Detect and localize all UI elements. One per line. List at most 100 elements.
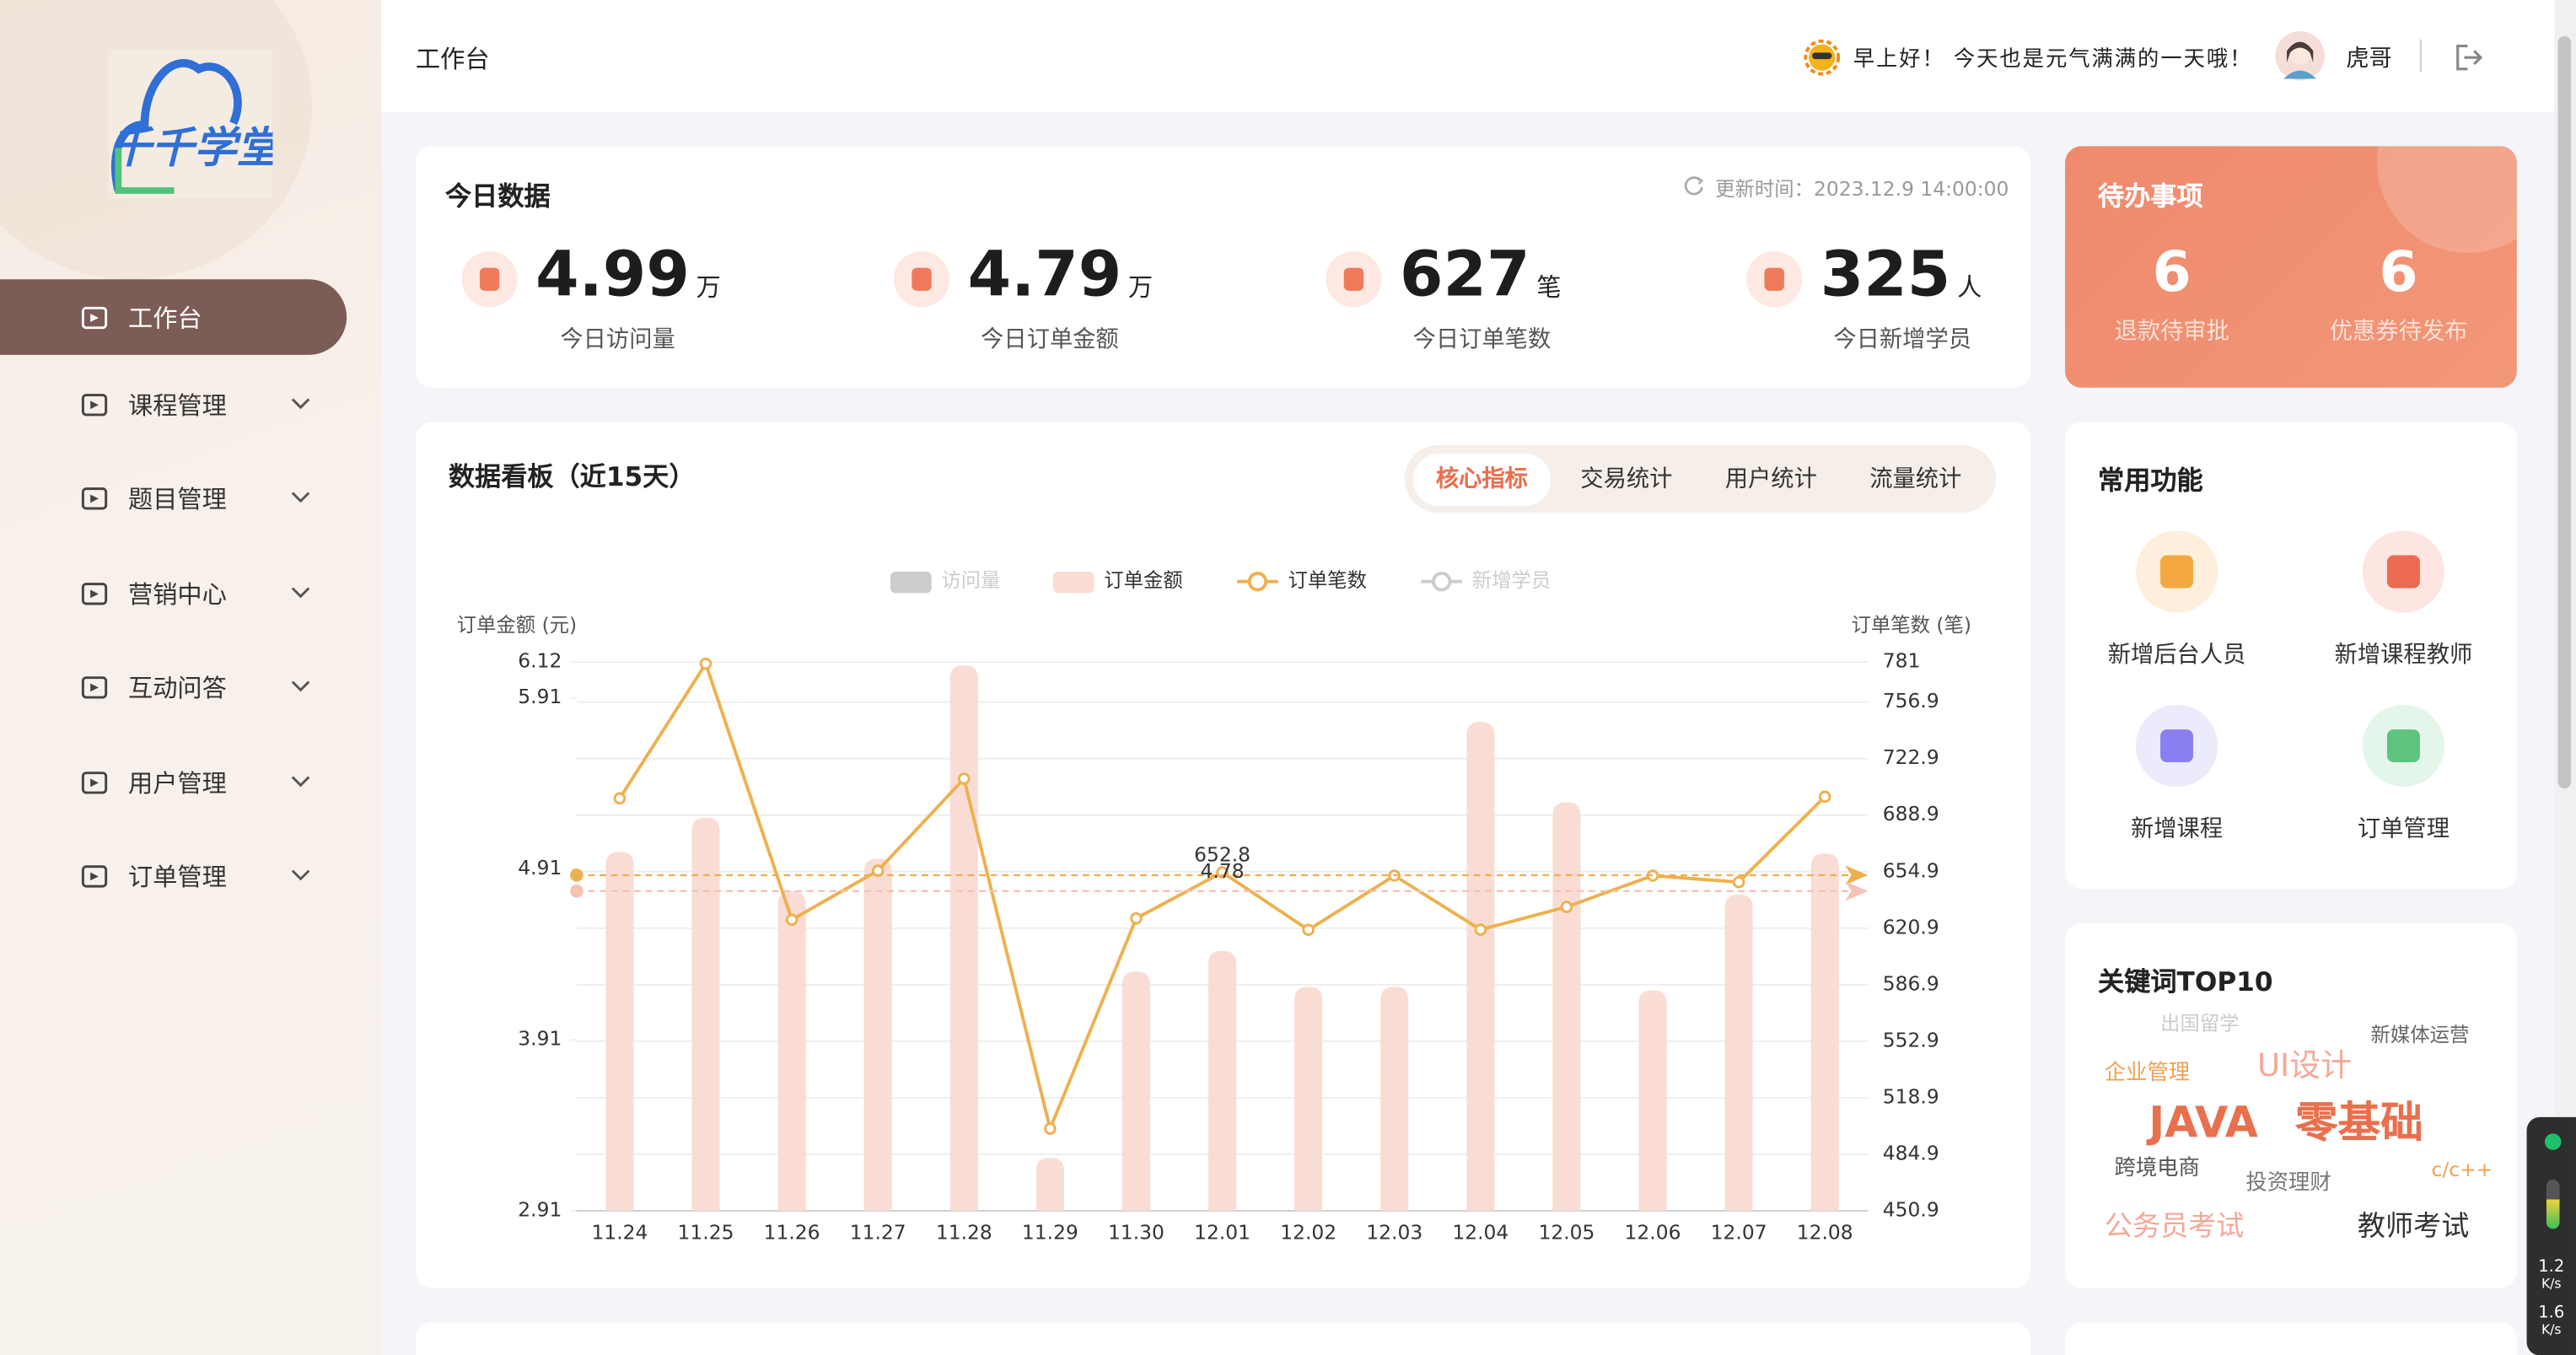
stat: 4.99 万今日访问量	[461, 238, 721, 362]
keyword[interactable]: c/c++	[2431, 1158, 2493, 1181]
next-card	[2065, 1322, 2517, 1355]
scroll-thumb[interactable]	[2557, 35, 2572, 789]
keyword[interactable]: 新媒体运营	[2370, 1023, 2470, 1046]
bar	[1208, 950, 1237, 1211]
mark-line-label: 4.78	[1201, 859, 1245, 883]
icon-shape	[912, 267, 932, 291]
logo-ground	[115, 148, 175, 194]
point	[1560, 901, 1573, 913]
greeting: 早上好！ 今天也是元气满满的一天哦！	[1853, 47, 2253, 73]
refresh-icon[interactable]	[1682, 175, 1705, 197]
nav-item[interactable]: 互动问答	[0, 649, 347, 725]
keyword[interactable]: 企业管理	[2104, 1061, 2191, 1087]
chevron-shape	[291, 869, 310, 881]
y-tick-label: 5.91	[518, 685, 562, 708]
stat-label: 今日访问量	[560, 326, 675, 353]
logout-button[interactable]	[2451, 41, 2484, 74]
stat-label: 今日订单笔数	[1412, 326, 1552, 353]
sidebar: 千千学堂 工作台课程管理题目管理营销中心互动问答用户管理订单管理	[0, 0, 382, 1355]
todo-label[interactable]: 优惠券待发布	[2329, 318, 2468, 346]
x-tick-label: 12.07	[1711, 1221, 1767, 1245]
icon-shape	[81, 675, 108, 698]
legend-item[interactable]: 新增学员	[1421, 568, 1551, 592]
bar	[1724, 894, 1753, 1211]
legend-swatch	[890, 572, 932, 594]
shortcut-label[interactable]: 新增后台人员	[2107, 642, 2246, 669]
network-widget: 1.2 K/s 1.6 K/s	[2526, 1116, 2576, 1355]
nav-icon	[81, 582, 108, 605]
keyword[interactable]: 零基础	[2294, 1100, 2423, 1149]
shortcut-icon[interactable]	[2135, 704, 2218, 788]
shortcut-label[interactable]: 新增课程教师	[2334, 642, 2473, 669]
icon-shape	[1764, 267, 1784, 291]
y2-tick-label: 756.9	[1883, 689, 1939, 712]
chevron	[291, 869, 310, 881]
bar	[1294, 987, 1323, 1211]
icon-shape	[81, 771, 108, 793]
shortcut-icon[interactable]	[2362, 704, 2445, 788]
legend-label: 订单金额	[1104, 568, 1183, 592]
nav-item[interactable]: 课程管理	[0, 366, 347, 442]
shortcut-icon[interactable]	[2362, 530, 2445, 613]
point	[1044, 1122, 1057, 1135]
network-text: 1.2	[2538, 1258, 2565, 1277]
tab[interactable]: 核心指标	[1412, 453, 1552, 507]
username: 虎哥	[2346, 46, 2392, 73]
x-tick-label: 12.06	[1625, 1221, 1681, 1245]
mark-line-arrow	[1844, 881, 1869, 901]
y2-tick-label: 688.9	[1883, 802, 1939, 825]
keyword[interactable]: 出国留学	[2160, 1011, 2240, 1035]
nav-item[interactable]: 订单管理	[0, 838, 347, 914]
chevron-shape	[291, 587, 310, 599]
keyword[interactable]: 公务员考试	[2104, 1210, 2245, 1244]
keyword[interactable]: 投资理财	[2245, 1171, 2331, 1196]
nav-item[interactable]: 工作台	[0, 279, 347, 355]
nav-item[interactable]: 用户管理	[0, 745, 347, 820]
stat: 325 人今日新增学员	[1746, 239, 1993, 362]
point	[785, 913, 799, 927]
todo-count[interactable]: 6	[2152, 239, 2191, 306]
network-text: K/s	[2541, 1276, 2562, 1292]
legend-item[interactable]: 订单笔数	[1237, 568, 1367, 592]
x-tick-label: 11.24	[591, 1221, 648, 1245]
nav-icon	[81, 675, 108, 698]
icon-shape	[479, 267, 500, 291]
shortcuts-card: 常用功能	[2065, 422, 2517, 890]
legend-item[interactable]: 订单金额	[1052, 568, 1183, 594]
nav-icon	[81, 487, 108, 509]
nav-item[interactable]: 营销中心	[0, 556, 347, 632]
tab[interactable]: 用户统计	[1724, 466, 1817, 493]
y2-tick-label: 484.9	[1883, 1141, 1939, 1164]
keyword[interactable]: 跨境电商	[2114, 1156, 2200, 1182]
keyword[interactable]: UI设计	[2257, 1047, 2353, 1084]
shortcut-label[interactable]: 新增课程	[2130, 816, 2224, 843]
y2-tick-label: 552.9	[1883, 1028, 1939, 1051]
shortcut-label[interactable]: 订单管理	[2357, 816, 2450, 843]
tab[interactable]: 交易统计	[1580, 466, 1673, 493]
x-tick-label: 11.27	[850, 1221, 906, 1245]
legend-item[interactable]: 访问量	[890, 568, 1001, 594]
legend-label: 访问量	[941, 568, 1000, 592]
stat-label: 今日订单金额	[981, 326, 1119, 353]
y-tick-label: 6.12	[518, 649, 562, 673]
shortcut-icon[interactable]	[2135, 530, 2218, 613]
x-tick-label: 11.30	[1108, 1221, 1164, 1245]
logo[interactable]: 千千学堂	[108, 49, 273, 199]
icon-shape	[81, 864, 108, 887]
keyword[interactable]: 教师考试	[2357, 1210, 2470, 1244]
todo-label[interactable]: 退款待审批	[2114, 318, 2229, 346]
avatar[interactable]	[2274, 30, 2326, 82]
chevron	[291, 680, 310, 692]
nav-item[interactable]: 题目管理	[0, 460, 347, 536]
mark-line-start	[570, 868, 583, 882]
keyword[interactable]: JAVA	[2148, 1100, 2259, 1149]
icon-shape	[90, 589, 99, 598]
bar	[1466, 722, 1495, 1211]
tab[interactable]: 流量统计	[1869, 466, 1962, 493]
point	[699, 657, 713, 670]
icon-shape	[90, 871, 99, 880]
status-dot	[2544, 1133, 2562, 1150]
todo-count[interactable]: 6	[2379, 239, 2418, 306]
mark-line-start	[570, 885, 583, 898]
stat-value: 4.99	[535, 238, 690, 311]
